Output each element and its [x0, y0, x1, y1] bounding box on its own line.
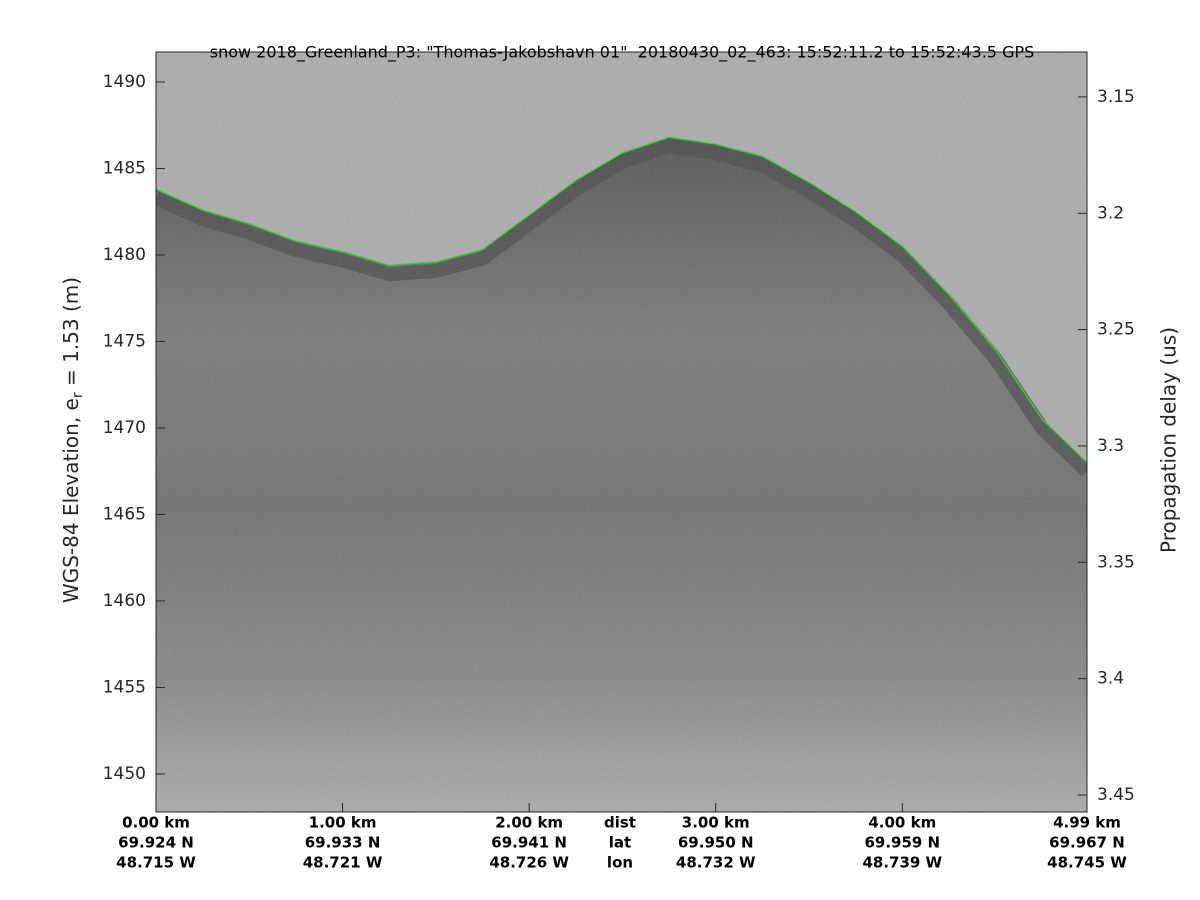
lon-label: 48.715 W — [116, 854, 196, 872]
chart-title: snow 2018_Greenland_P3: "Thomas-Jakobsha… — [210, 43, 1035, 63]
y-tick-label: 1490 — [103, 72, 146, 92]
y2-tick-label: 3.3 — [1097, 436, 1124, 456]
x-tick-label: 0.00 km — [122, 814, 190, 832]
lon-label: 48.745 W — [1047, 854, 1127, 872]
x-tick-label: 4.00 km — [868, 814, 936, 832]
y-tick-label: 1470 — [103, 418, 146, 438]
surface-pick — [156, 136, 1087, 463]
plot-frame — [155, 51, 1088, 813]
y-tick-label: 1465 — [103, 504, 146, 524]
row-header: dist — [604, 814, 636, 832]
y2-tick-label: 3.25 — [1097, 320, 1135, 340]
row-header: lon — [607, 854, 633, 872]
y-axis-label: WGS-84 Elevation, er = 1.53 (m) — [59, 277, 87, 603]
echogram-image — [156, 52, 1087, 812]
y-tick-label: 1480 — [103, 245, 146, 265]
y2-tick-label: 3.4 — [1097, 669, 1124, 689]
speckle-noise — [156, 52, 1087, 812]
x-tick-label: 2.00 km — [495, 814, 563, 832]
y-tick-label: 1450 — [103, 764, 146, 784]
y-label-part: WGS-84 Elevation, e — [59, 398, 83, 603]
y2-tick-label: 3.2 — [1097, 203, 1124, 223]
lon-label: 48.721 W — [303, 854, 383, 872]
lat-label: 69.924 N — [118, 834, 194, 852]
lat-label: 69.941 N — [491, 834, 567, 852]
y2-axis-label: Propagation delay (us) — [1157, 327, 1181, 553]
x-tick-label: 1.00 km — [309, 814, 377, 832]
lat-label: 69.933 N — [305, 834, 381, 852]
y2-tick-label: 3.35 — [1097, 552, 1135, 572]
y2-tick-label: 3.45 — [1097, 785, 1135, 805]
lat-label: 69.950 N — [678, 834, 754, 852]
y-tick-label: 1485 — [103, 158, 146, 178]
y-tick-label: 1460 — [103, 591, 146, 611]
y-label-subscript: r — [70, 392, 86, 398]
y-label-part: = 1.53 (m) — [59, 277, 83, 392]
lon-label: 48.726 W — [489, 854, 569, 872]
lon-label: 48.732 W — [676, 854, 756, 872]
y-tick-label: 1475 — [103, 331, 146, 351]
row-header: lat — [609, 834, 631, 852]
x-tick-label: 4.99 km — [1053, 814, 1121, 832]
lat-label: 69.959 N — [864, 834, 940, 852]
y2-tick-label: 3.15 — [1097, 87, 1135, 107]
lat-label: 69.967 N — [1049, 834, 1125, 852]
x-tick-label: 3.00 km — [682, 814, 750, 832]
y-tick-label: 1455 — [103, 677, 146, 697]
lon-label: 48.739 W — [862, 854, 942, 872]
